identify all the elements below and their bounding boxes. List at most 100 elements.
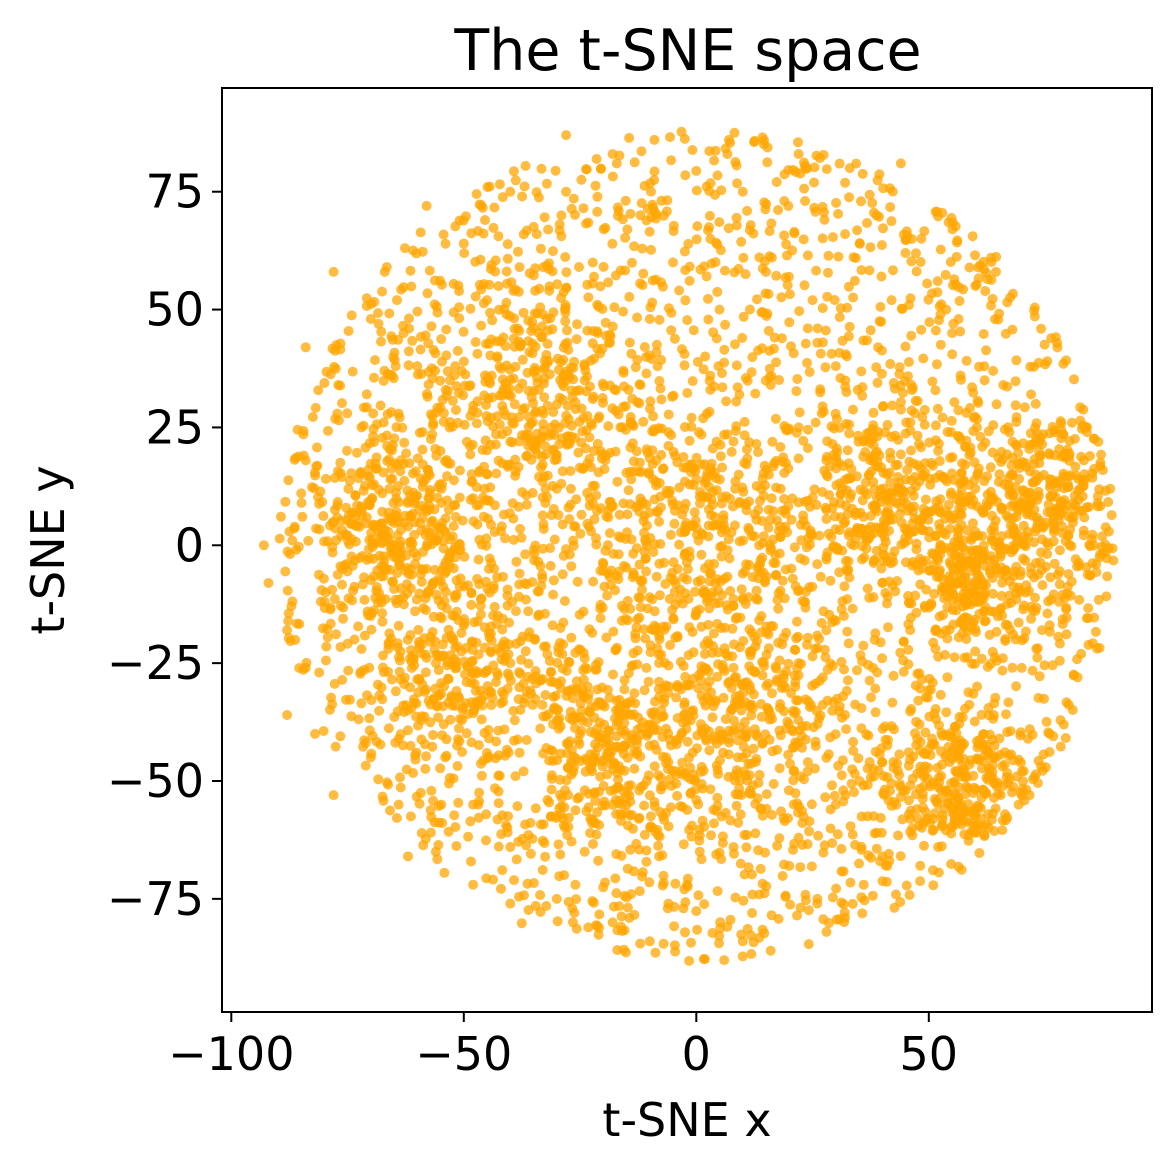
- scatter-point: [481, 411, 492, 421]
- scatter-point: [1008, 288, 1018, 299]
- scatter-point: [492, 670, 503, 681]
- scatter-point: [639, 685, 650, 696]
- scatter-point: [452, 641, 463, 652]
- scatter-point: [619, 684, 630, 695]
- scatter-point: [1058, 358, 1069, 369]
- scatter-point: [976, 653, 987, 664]
- scatter-point: [406, 663, 417, 673]
- scatter-point: [564, 514, 575, 525]
- scatter-point: [931, 796, 942, 807]
- scatter-point: [389, 433, 400, 444]
- scatter-point: [846, 464, 857, 474]
- scatter-point: [620, 265, 631, 276]
- scatter-point: [553, 647, 564, 658]
- scatter-point: [775, 483, 786, 494]
- scatter-point: [907, 773, 918, 784]
- scatter-point: [864, 469, 875, 480]
- scatter-point: [744, 496, 755, 507]
- scatter-point: [742, 375, 753, 386]
- scatter-point: [629, 570, 640, 581]
- scatter-point: [344, 475, 355, 486]
- scatter-point: [585, 355, 596, 366]
- scatter-point: [832, 693, 843, 704]
- scatter-point: [459, 419, 470, 430]
- scatter-point: [429, 299, 440, 310]
- scatter-point: [303, 535, 314, 546]
- scatter-point: [333, 415, 344, 426]
- scatter-point: [946, 427, 956, 438]
- scatter-point: [720, 714, 731, 725]
- scatter-point: [658, 711, 669, 722]
- scatter-point: [312, 442, 322, 453]
- scatter-point: [671, 692, 682, 703]
- scatter-point: [417, 481, 428, 492]
- scatter-point: [609, 302, 620, 313]
- scatter-point: [459, 248, 470, 259]
- scatter-point: [991, 752, 1002, 763]
- scatter-point: [1011, 417, 1022, 427]
- scatter-point: [682, 315, 693, 326]
- scatter-point: [634, 398, 645, 409]
- scatter-point: [1015, 727, 1026, 738]
- scatter-point: [770, 570, 781, 581]
- scatter-point: [973, 463, 984, 474]
- scatter-point: [367, 520, 378, 531]
- scatter-point: [788, 775, 799, 786]
- scatter-point: [758, 567, 769, 578]
- scatter-point: [387, 674, 397, 685]
- scatter-point: [983, 499, 994, 510]
- scatter-point: [629, 688, 640, 699]
- scatter-point: [411, 747, 422, 758]
- scatter-point: [903, 659, 914, 670]
- scatter-point: [498, 696, 509, 707]
- scatter-point: [376, 336, 386, 347]
- scatter-point: [802, 639, 812, 650]
- scatter-point: [530, 444, 541, 455]
- scatter-point: [438, 719, 449, 730]
- scatter-point: [654, 676, 664, 687]
- scatter-point: [821, 625, 832, 636]
- scatter-point: [707, 443, 718, 454]
- scatter-point: [950, 509, 961, 520]
- scatter-point: [487, 315, 498, 326]
- scatter-point: [666, 740, 676, 751]
- scatter-point: [958, 815, 969, 826]
- scatter-point: [379, 365, 390, 376]
- scatter-point: [737, 951, 748, 962]
- scatter-point: [970, 563, 981, 574]
- scatter-point: [458, 356, 469, 367]
- scatter-point: [520, 549, 531, 560]
- scatter-point: [1083, 639, 1094, 650]
- scatter-point: [1085, 570, 1096, 581]
- scatter-point: [678, 462, 689, 473]
- scatter-point: [991, 399, 1002, 410]
- scatter-point: [960, 703, 970, 714]
- scatter-point: [742, 205, 753, 216]
- scatter-point: [994, 469, 1005, 480]
- scatter-point: [994, 733, 1005, 744]
- scatter-point: [608, 626, 619, 637]
- scatter-point: [1021, 580, 1032, 591]
- scatter-point: [765, 545, 776, 556]
- scatter-point: [987, 293, 998, 304]
- scatter-point: [501, 297, 512, 308]
- scatter-point: [707, 928, 718, 938]
- scatter-point: [632, 312, 643, 323]
- scatter-point: [498, 689, 509, 700]
- scatter-point: [945, 452, 956, 463]
- scatter-point: [922, 278, 933, 289]
- scatter-point: [521, 594, 531, 605]
- scatter-point: [601, 632, 612, 643]
- scatter-point: [706, 830, 716, 841]
- scatter-point: [342, 408, 353, 419]
- scatter-point: [321, 655, 331, 666]
- scatter-point: [517, 378, 528, 389]
- scatter-point: [856, 723, 867, 734]
- scatter-point: [746, 367, 757, 378]
- scatter-point: [903, 644, 914, 655]
- scatter-point: [1024, 724, 1035, 735]
- scatter-point: [395, 782, 406, 793]
- scatter-point: [927, 288, 937, 299]
- scatter-point: [779, 421, 790, 431]
- scatter-point: [405, 811, 416, 822]
